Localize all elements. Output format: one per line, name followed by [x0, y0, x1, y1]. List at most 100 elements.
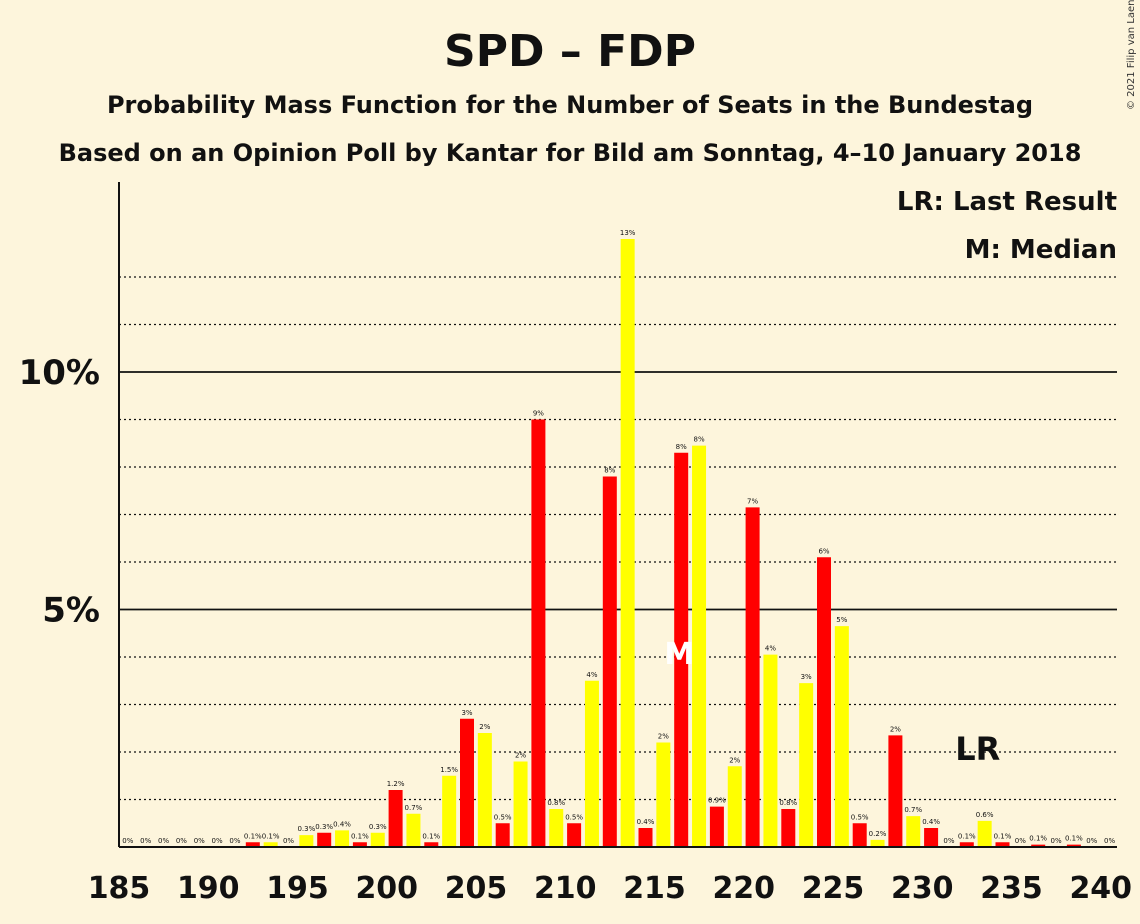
- bar: [477, 733, 492, 847]
- bar-label: 0.1%: [958, 832, 976, 840]
- x-tick-label: 215: [623, 871, 686, 906]
- bar-label: 0.9%: [708, 797, 726, 805]
- bar: [834, 626, 849, 847]
- bar-label: 0.5%: [565, 813, 583, 821]
- bar: [727, 766, 742, 847]
- bar: [567, 823, 582, 847]
- bar: [870, 839, 885, 847]
- bar-label: 0.8%: [547, 799, 565, 807]
- bar: [620, 239, 635, 847]
- bar: [692, 445, 707, 847]
- bar: [906, 816, 921, 847]
- bar-label: 0.3%: [315, 823, 333, 831]
- bar: [1031, 844, 1046, 847]
- bar-label: 8%: [676, 443, 687, 451]
- bar: [852, 823, 867, 847]
- bars: [245, 239, 1081, 847]
- bar: [1066, 844, 1081, 847]
- bar-label: 0.2%: [869, 830, 887, 838]
- bar-label: 0.1%: [244, 832, 262, 840]
- bar-label: 0.7%: [904, 806, 922, 814]
- bar-label: 0%: [212, 837, 223, 845]
- bar: [531, 419, 546, 847]
- bar-label: 0%: [943, 837, 954, 845]
- bar: [763, 654, 778, 847]
- bar-label: 0.4%: [637, 818, 655, 826]
- bar-label: 0%: [1086, 837, 1097, 845]
- y-tick-label: 5%: [42, 591, 100, 631]
- bar-label: 9%: [533, 410, 544, 418]
- bar-label: 1.5%: [440, 766, 458, 774]
- bar-label: 8%: [693, 436, 704, 444]
- bar: [335, 830, 350, 847]
- bar-label: 4%: [586, 671, 597, 679]
- bar-label: 3%: [461, 709, 472, 717]
- chart-title: SPD – FDP: [444, 26, 696, 77]
- x-tick-label: 230: [891, 871, 954, 906]
- bar-label: 0.3%: [369, 823, 387, 831]
- median-marker: M: [664, 637, 694, 672]
- bar-label: 2%: [658, 733, 669, 741]
- axes: 185 190 195 200 205 210 215 220 225 230 235 240: [88, 182, 1132, 906]
- legend-last-result: LR: Last Result: [897, 187, 1117, 217]
- bar: [317, 832, 332, 847]
- bar-label: 0.1%: [422, 832, 440, 840]
- bar-label: 1.2%: [387, 780, 405, 788]
- bar-label: 3%: [801, 673, 812, 681]
- bar-label: 0.1%: [1029, 835, 1047, 843]
- bar: [924, 828, 939, 847]
- x-tick-label: 235: [980, 871, 1043, 906]
- legend-median: M: Median: [965, 235, 1117, 265]
- bar-label: 0.1%: [262, 832, 280, 840]
- bar-label: 13%: [620, 229, 636, 237]
- bar-label: 2%: [479, 723, 490, 731]
- bar-label: 0.1%: [351, 832, 369, 840]
- bar-label: 7%: [747, 497, 758, 505]
- bar: [406, 813, 421, 847]
- bar-label: 0.5%: [494, 813, 512, 821]
- bar: [745, 507, 760, 847]
- bar: [442, 775, 457, 847]
- bar-label: 2%: [729, 756, 740, 764]
- bar: [460, 718, 474, 847]
- bar: [352, 842, 367, 847]
- copyright: © 2021 Filip van Laenen: [1126, 0, 1137, 110]
- bar-label: 0%: [122, 837, 133, 845]
- bar: [602, 476, 617, 847]
- gridlines: 5% 10%: [19, 276, 1117, 801]
- bar-label: 0.1%: [1065, 835, 1083, 843]
- bar: [388, 790, 403, 847]
- bar-label: 0%: [1050, 837, 1061, 845]
- bar-label: 0.6%: [976, 811, 994, 819]
- bar-label: 0.3%: [297, 825, 315, 833]
- bar: [424, 842, 439, 847]
- x-tick-label: 185: [88, 871, 151, 906]
- bar-label: 0%: [194, 837, 205, 845]
- bar: [370, 832, 385, 847]
- bar-label: 2%: [890, 725, 901, 733]
- bar-label: 0.4%: [922, 818, 940, 826]
- bar: [549, 809, 564, 847]
- bar-labels: 0% 0% 0% 0% 0% 0% 0%0.1% 0.1%0%0.3% 0.3% 0.4%0.1%…: [122, 229, 1115, 845]
- x-tick-label: 220: [712, 871, 775, 906]
- x-tick-label: 190: [177, 871, 240, 906]
- bar: [977, 820, 992, 847]
- x-tick-label: 225: [802, 871, 865, 906]
- bar: [638, 828, 653, 847]
- bar-label: 2%: [515, 752, 526, 760]
- chart-subtitle-1: Probability Mass Function for the Number…: [107, 91, 1033, 119]
- bar-label: 5%: [836, 616, 847, 624]
- bar: [674, 452, 689, 847]
- bar-label: 0%: [140, 837, 151, 845]
- bar: [781, 809, 796, 847]
- bar: [888, 735, 903, 847]
- bar-label: 0%: [229, 837, 240, 845]
- bar: [959, 842, 974, 847]
- bar: [656, 742, 671, 847]
- x-tick-label: 205: [445, 871, 508, 906]
- bar-label: 0%: [176, 837, 187, 845]
- bar-label: 0%: [158, 837, 169, 845]
- bar: [495, 823, 510, 847]
- bar-label: 6%: [818, 547, 829, 555]
